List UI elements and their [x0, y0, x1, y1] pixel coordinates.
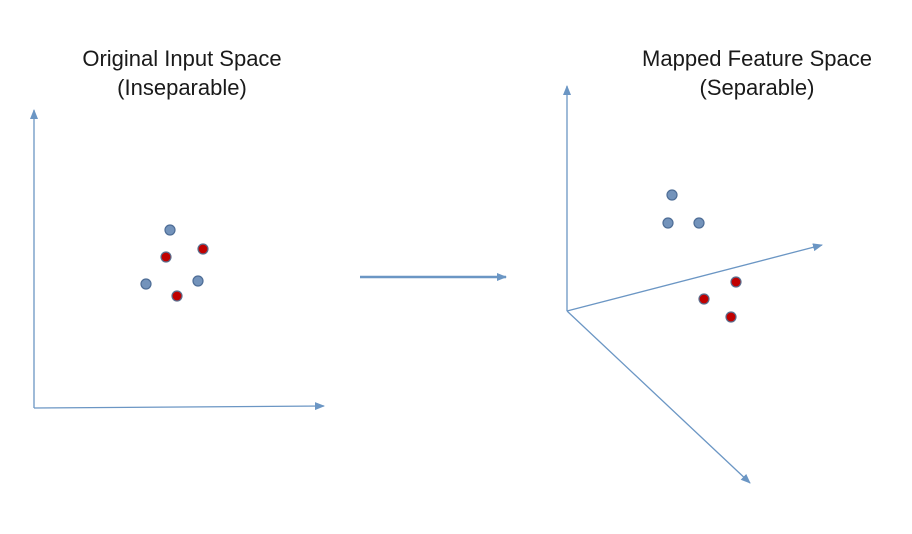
feature-space-blue-point — [666, 189, 678, 201]
input-space-red-point — [160, 251, 172, 263]
left-title-line1: Original Input Space — [82, 46, 282, 71]
right-title-line1: Mapped Feature Space — [642, 46, 872, 71]
left-x-axis — [33, 402, 325, 411]
input-space-red-point — [197, 243, 209, 255]
feature-space-red-point — [725, 311, 737, 323]
left-panel-title: Original Input Space (Inseparable) — [42, 44, 322, 102]
input-space-red-point — [171, 290, 183, 302]
right-y-axis — [566, 310, 751, 484]
feature-space-blue-point — [662, 217, 674, 229]
input-space-blue-point — [192, 275, 204, 287]
left-title-line2: (Inseparable) — [117, 75, 247, 100]
left-points — [140, 224, 209, 302]
right-title-line2: (Separable) — [699, 75, 815, 100]
right-x-axis — [566, 243, 823, 312]
feature-space-red-point — [698, 293, 710, 305]
input-space-blue-point — [140, 278, 152, 290]
feature-space-red-point — [730, 276, 742, 288]
input-space-blue-point — [164, 224, 176, 236]
right-points — [662, 189, 742, 323]
feature-space-blue-point — [693, 217, 705, 229]
right-panel-title: Mapped Feature Space (Separable) — [616, 44, 898, 102]
